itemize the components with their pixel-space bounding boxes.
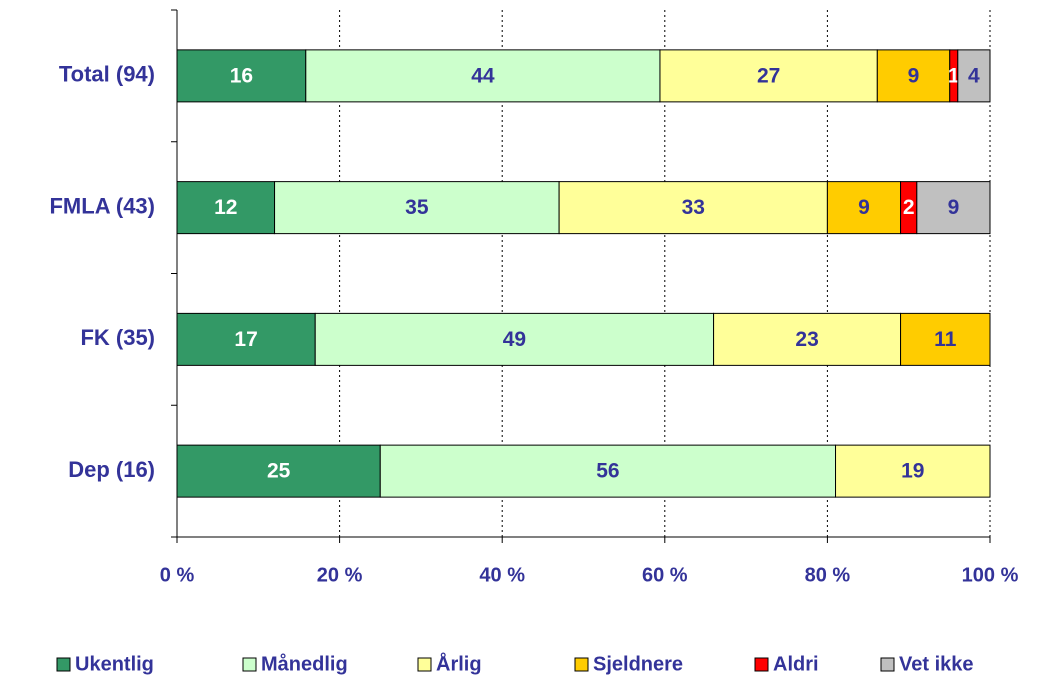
bar-segment bbox=[713, 312, 902, 366]
bar-segment bbox=[305, 49, 661, 103]
category-label: Total (94) bbox=[59, 62, 155, 87]
bar-segment bbox=[558, 181, 828, 235]
bar-segment bbox=[176, 49, 307, 103]
x-tick-label: 100 % bbox=[962, 564, 1019, 586]
x-tick-label: 80 % bbox=[805, 564, 851, 586]
legend-label: Ukentlig bbox=[75, 653, 154, 675]
legend-label: Aldri bbox=[773, 653, 819, 675]
x-tick-label: 60 % bbox=[642, 564, 688, 586]
legend-swatch bbox=[56, 657, 71, 672]
value-label: 12 bbox=[214, 196, 237, 219]
value-label: 2 bbox=[903, 196, 915, 219]
x-tick-label: 20 % bbox=[317, 564, 363, 586]
bar-segment bbox=[379, 444, 837, 498]
legend-label: Vet ikke bbox=[899, 653, 974, 675]
bar-segment bbox=[916, 181, 991, 235]
bar-segment bbox=[835, 444, 991, 498]
value-label: 56 bbox=[596, 460, 619, 483]
category-label: FK (35) bbox=[80, 325, 155, 350]
x-tick-label: 0 % bbox=[160, 564, 195, 586]
value-label: 9 bbox=[948, 196, 960, 219]
bar-segment bbox=[659, 49, 878, 103]
legend-label: Månedlig bbox=[261, 652, 348, 675]
legend-label: Årlig bbox=[436, 651, 482, 675]
x-tick-label: 40 % bbox=[479, 564, 525, 586]
value-label: 4 bbox=[968, 64, 980, 87]
bar-segment bbox=[957, 49, 991, 103]
bar-segment bbox=[176, 312, 316, 366]
value-label: 23 bbox=[795, 328, 818, 351]
legend-swatch bbox=[417, 657, 432, 672]
bar-segment bbox=[876, 49, 951, 103]
legend-swatch bbox=[574, 657, 589, 672]
value-label: 49 bbox=[503, 328, 526, 351]
legend-label: Sjeldnere bbox=[593, 653, 683, 675]
legend-swatch bbox=[754, 657, 769, 672]
value-label: 16 bbox=[230, 64, 253, 87]
value-label: 25 bbox=[267, 460, 291, 483]
value-label: 27 bbox=[757, 64, 780, 87]
bar-segment bbox=[274, 181, 560, 235]
value-label: 17 bbox=[234, 328, 257, 351]
bar-segment bbox=[826, 181, 902, 235]
bar-segment bbox=[900, 312, 991, 366]
value-label: 1 bbox=[948, 64, 960, 87]
bar-segment bbox=[314, 312, 715, 366]
legend-swatch bbox=[880, 657, 895, 672]
value-label: 44 bbox=[471, 64, 495, 87]
category-label: FMLA (43) bbox=[49, 193, 155, 218]
value-label: 9 bbox=[858, 196, 870, 219]
value-label: 33 bbox=[682, 196, 705, 219]
bar-segment bbox=[176, 181, 276, 235]
value-label: 9 bbox=[908, 64, 920, 87]
legend-swatch bbox=[242, 657, 257, 672]
category-label: Dep (16) bbox=[68, 457, 155, 482]
value-label: 19 bbox=[901, 460, 924, 483]
value-label: 35 bbox=[405, 196, 429, 219]
value-label: 11 bbox=[934, 328, 957, 351]
